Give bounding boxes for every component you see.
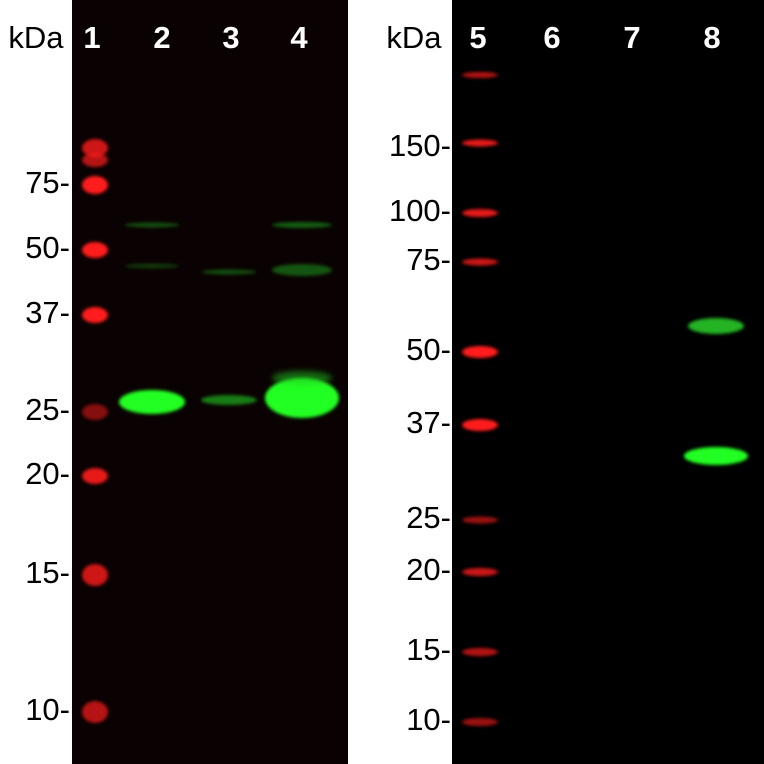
band — [82, 153, 108, 167]
kda-label: kDa — [8, 20, 64, 55]
band — [462, 209, 498, 217]
band — [125, 222, 179, 228]
band — [462, 648, 498, 656]
band — [82, 176, 108, 194]
band — [688, 318, 744, 334]
band — [82, 307, 108, 323]
marker-label: 10- — [25, 692, 70, 727]
marker-label: 20- — [406, 552, 451, 587]
band — [202, 269, 256, 275]
lane-label: 4 — [290, 20, 308, 55]
marker-label: 15- — [25, 555, 70, 590]
band — [82, 404, 108, 420]
marker-label: 50- — [25, 230, 70, 265]
lane-label: 8 — [703, 20, 720, 55]
band — [462, 139, 498, 147]
marker-label: 100- — [389, 193, 451, 228]
marker-label: 150- — [389, 128, 451, 163]
band — [125, 263, 179, 269]
marker-label: 75- — [25, 165, 70, 200]
band — [82, 468, 108, 484]
lane-label: 6 — [543, 20, 560, 55]
marker-label: 75- — [406, 242, 451, 277]
band — [82, 564, 108, 586]
marker-label: 10- — [406, 702, 451, 737]
band — [462, 718, 498, 726]
right-blot — [452, 0, 764, 764]
bands — [82, 72, 748, 726]
band — [272, 264, 332, 276]
band — [272, 371, 332, 385]
marker-label: 25- — [25, 392, 70, 427]
lane-label: 7 — [623, 20, 640, 55]
band — [462, 419, 498, 431]
lane-label: 5 — [469, 20, 486, 55]
band — [82, 701, 108, 723]
band — [462, 346, 498, 358]
band — [201, 395, 257, 405]
marker-label: 15- — [406, 632, 451, 667]
lane-label: 3 — [222, 20, 239, 55]
marker-label: 37- — [25, 295, 70, 330]
marker-label: 20- — [25, 456, 70, 491]
band — [684, 447, 748, 465]
band — [272, 222, 332, 228]
band — [82, 242, 108, 258]
lane-label: 1 — [83, 20, 100, 55]
band — [265, 378, 339, 418]
marker-label: 37- — [406, 405, 451, 440]
lane-label: 2 — [153, 20, 170, 55]
band — [462, 568, 498, 576]
band — [82, 139, 108, 157]
band — [462, 516, 498, 524]
band — [462, 258, 498, 266]
marker-label: 25- — [406, 500, 451, 535]
band — [462, 72, 498, 78]
kda-label: kDa — [386, 20, 442, 55]
marker-label: 50- — [406, 332, 451, 367]
band — [119, 390, 185, 414]
